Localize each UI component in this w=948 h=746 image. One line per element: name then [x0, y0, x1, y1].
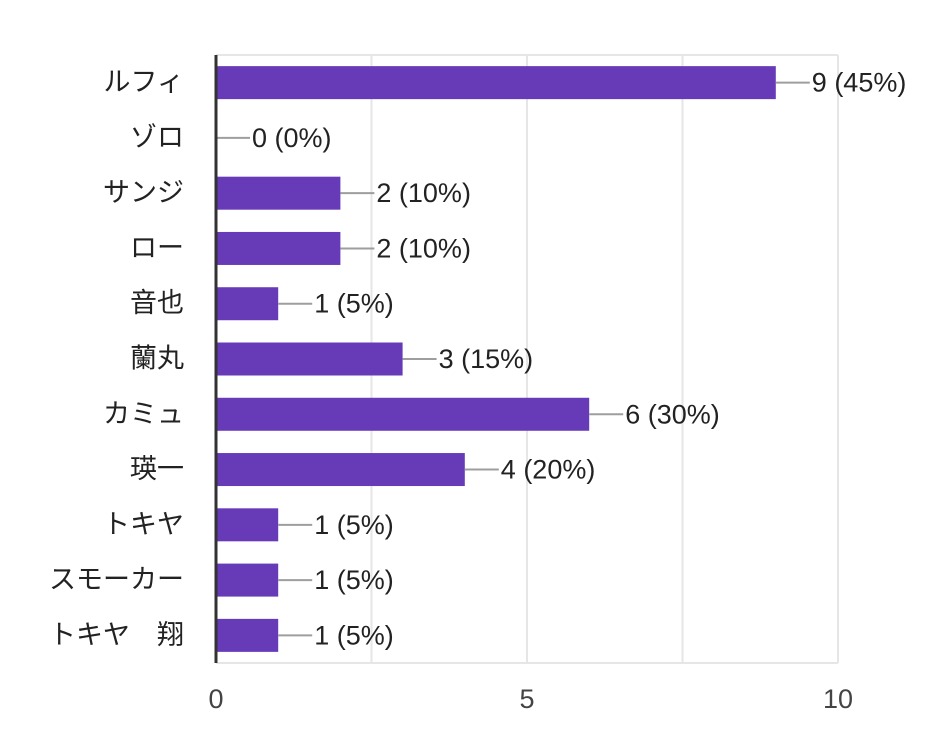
category-label: ゾロ — [130, 122, 184, 153]
x-tick-label: 0 — [208, 684, 223, 714]
category-label: トキヤ — [103, 509, 184, 540]
data-label: 4 (20%) — [501, 455, 596, 485]
data-label: 1 (5%) — [314, 620, 394, 650]
category-label: 音也 — [130, 288, 184, 319]
category-label: ルフィ — [104, 67, 184, 98]
category-label: トキヤ 翔 — [49, 620, 184, 651]
x-tick-label: 5 — [519, 684, 534, 714]
bar — [216, 231, 341, 265]
data-label: 0 (0%) — [252, 123, 332, 153]
data-label: 2 (10%) — [376, 233, 471, 263]
bar — [216, 287, 279, 321]
data-label: 2 (10%) — [376, 178, 471, 208]
category-label: カミュ — [103, 399, 184, 430]
data-label: 1 (5%) — [314, 289, 394, 319]
bar — [216, 508, 279, 542]
bars — [216, 66, 776, 652]
category-label: 蘭丸 — [130, 344, 184, 375]
bar — [216, 563, 279, 597]
data-label: 3 (15%) — [439, 344, 534, 374]
bar — [216, 176, 341, 210]
bar — [216, 342, 403, 376]
data-label: 1 (5%) — [314, 510, 394, 540]
labels: 9 (45%) ルフィ 0 (0%) ゾロ 2 (10%) サンジ 2 (10%) ロー 1 (… — [49, 67, 906, 714]
data-label: 6 (30%) — [625, 399, 720, 429]
bar — [216, 453, 465, 487]
data-label: 1 (5%) — [314, 565, 394, 595]
bar — [216, 397, 590, 431]
x-tick-label: 10 — [823, 684, 853, 714]
bar — [216, 66, 776, 100]
category-label: スモーカー — [49, 565, 184, 596]
category-label: 瑛一 — [130, 454, 184, 485]
data-label-leaders — [216, 81, 810, 637]
bar — [216, 618, 279, 652]
data-label: 9 (45%) — [812, 68, 907, 98]
category-label: ロー — [130, 233, 184, 264]
category-label: サンジ — [103, 178, 184, 209]
